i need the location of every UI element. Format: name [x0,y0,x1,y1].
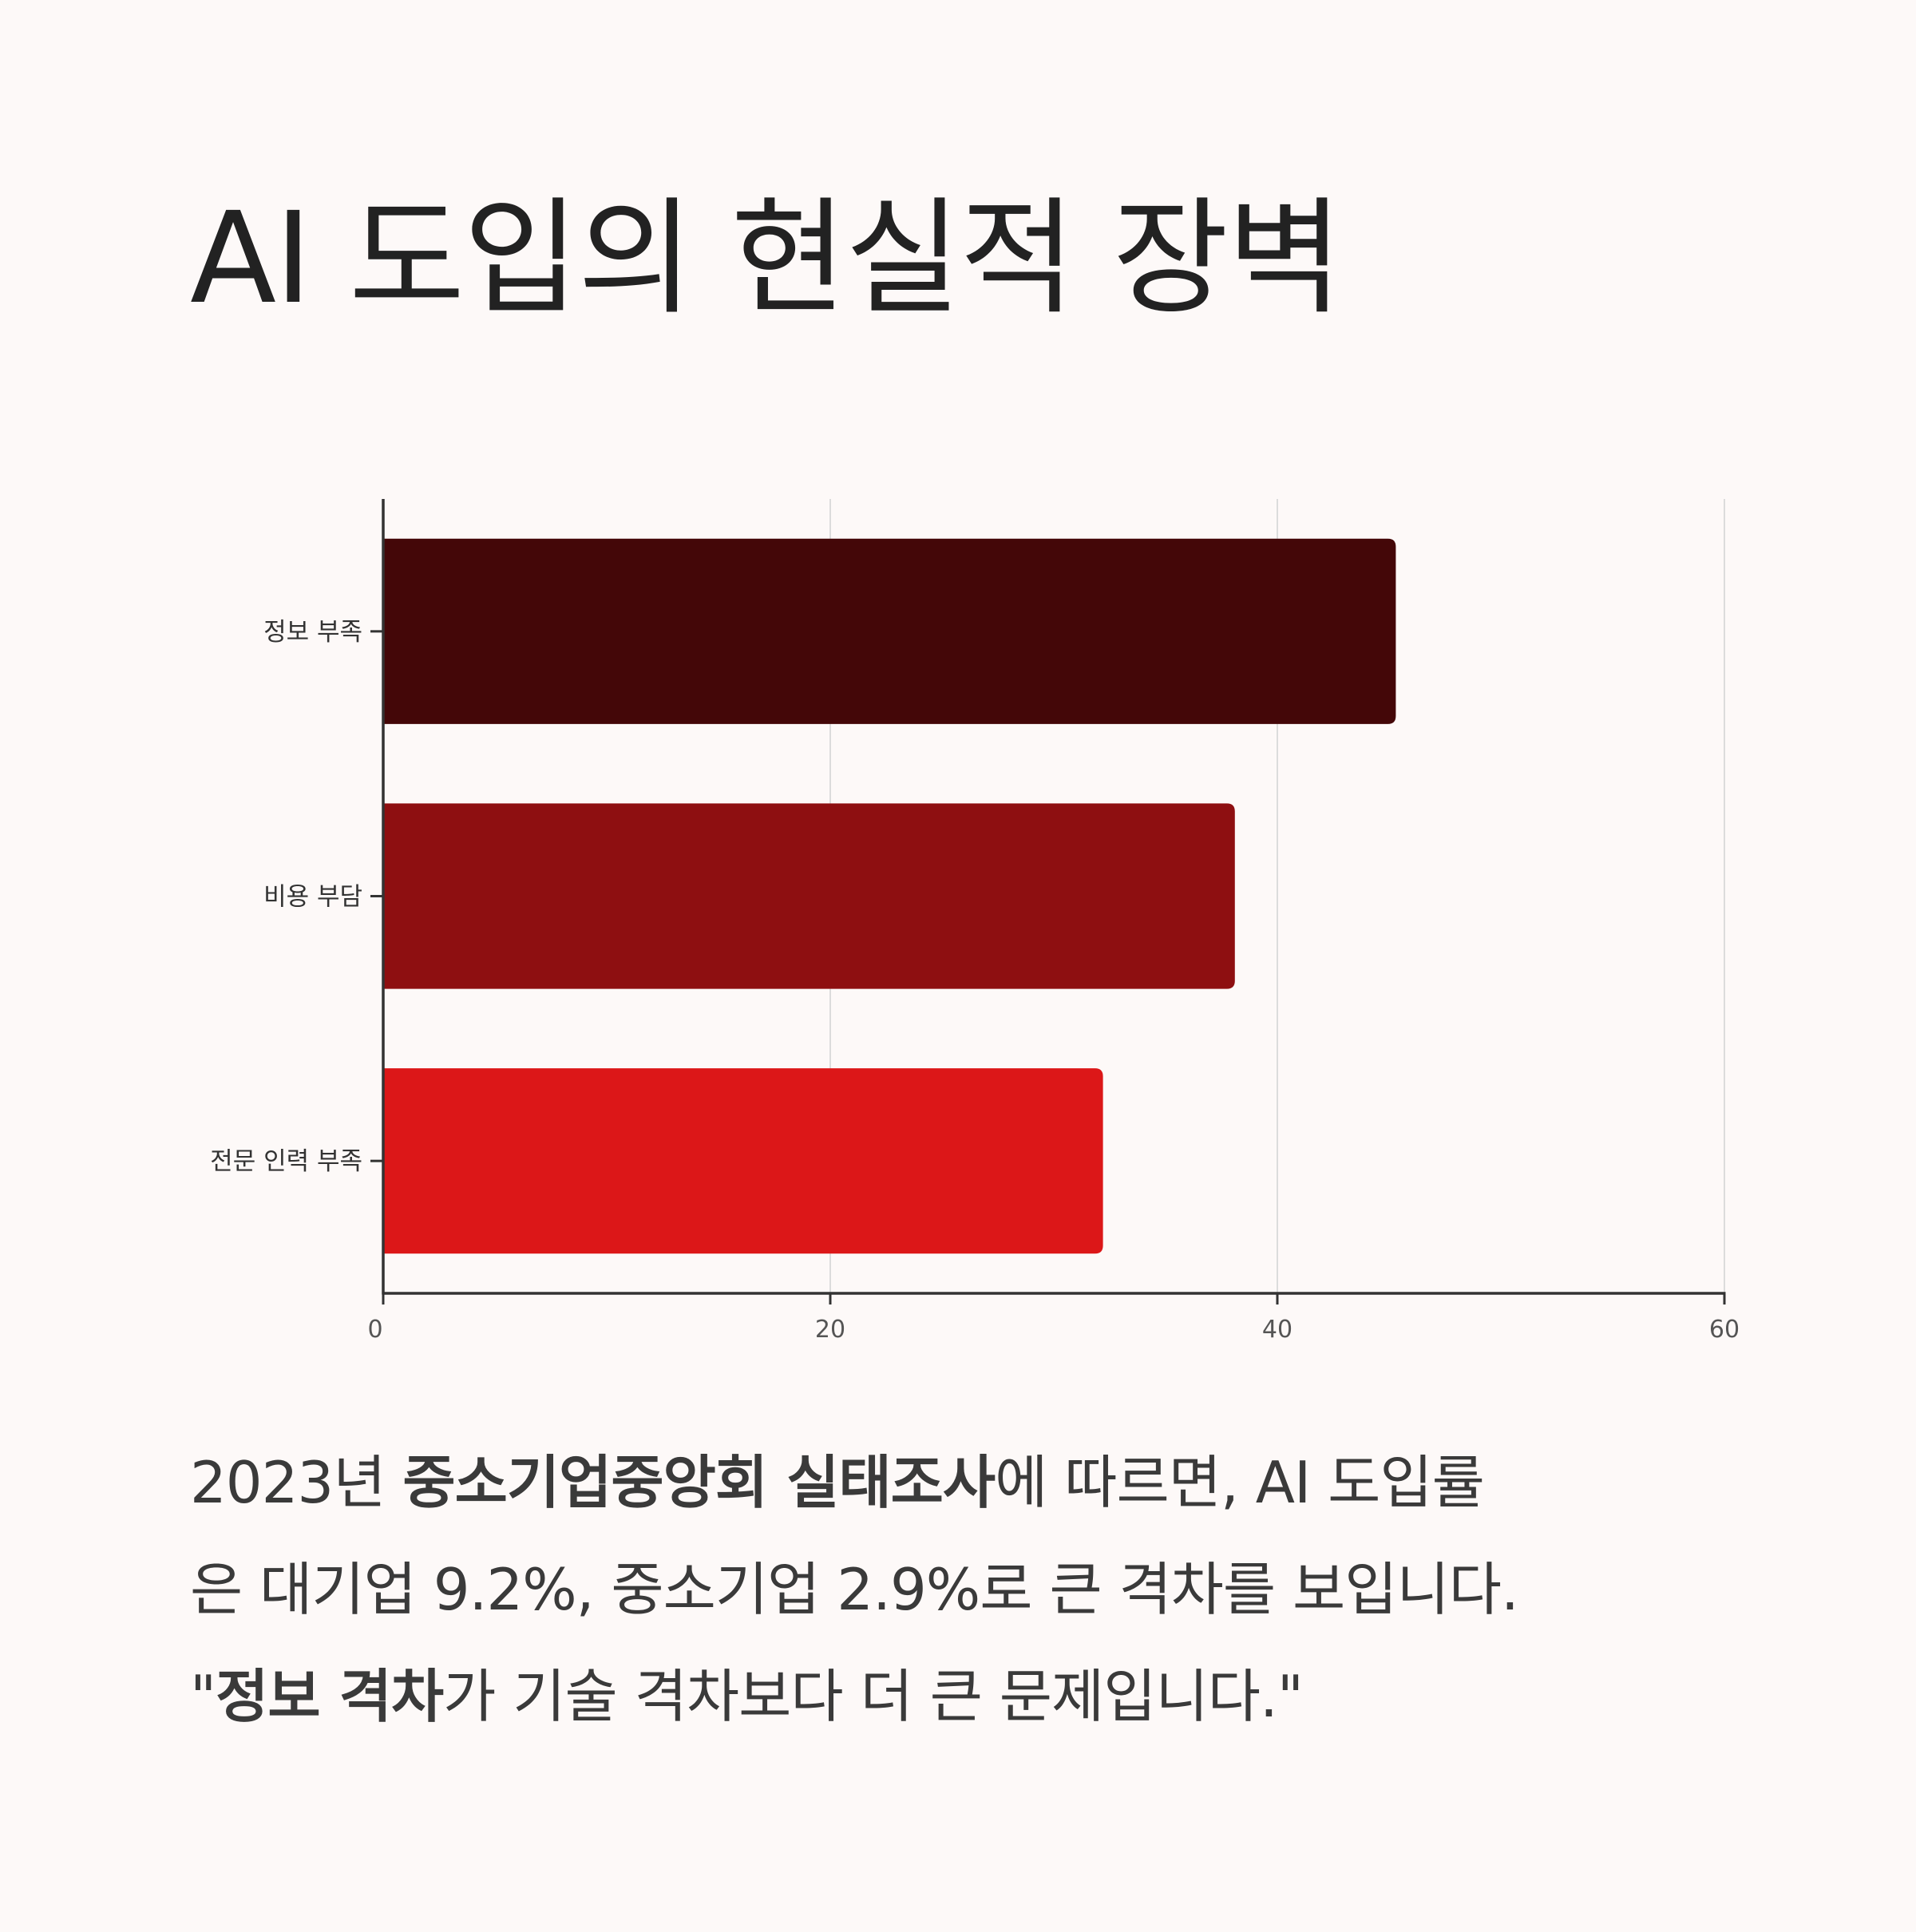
caption-line-2: 은 대기업 9.2%, 중소기업 2.9%로 큰 격차를 보입니다. [190,1556,1519,1623]
caption-line-3: "정보 격차가 기술 격차보다 더 큰 문제입니다." [190,1663,1304,1730]
x-tick-label-0: 0 [367,1316,382,1344]
x-tick-label-60: 60 [1709,1316,1740,1344]
caption-line-1: 2023년 중소기업중앙회 실태조사에 따르면, AI 도입률 [190,1449,1485,1516]
y-tick-label-3: 전문 인력 부족 [210,1147,362,1176]
page-title: AI 도입의 현실적 장벽 [190,185,1343,332]
bars [383,538,1396,1254]
bar-2 [383,803,1235,989]
caption: 2023년 중소기업중앙회 실태조사에 따르면, AI 도입률 은 대기업 9.… [190,1429,1755,1750]
bar-1 [383,538,1396,724]
x-tick-label-40: 40 [1262,1316,1293,1344]
y-tick-label-2: 비용 부담 [263,883,362,912]
x-tick-label-20: 20 [815,1316,845,1344]
y-tick-label-1: 정보 부족 [263,618,362,647]
bar-3 [383,1068,1103,1254]
